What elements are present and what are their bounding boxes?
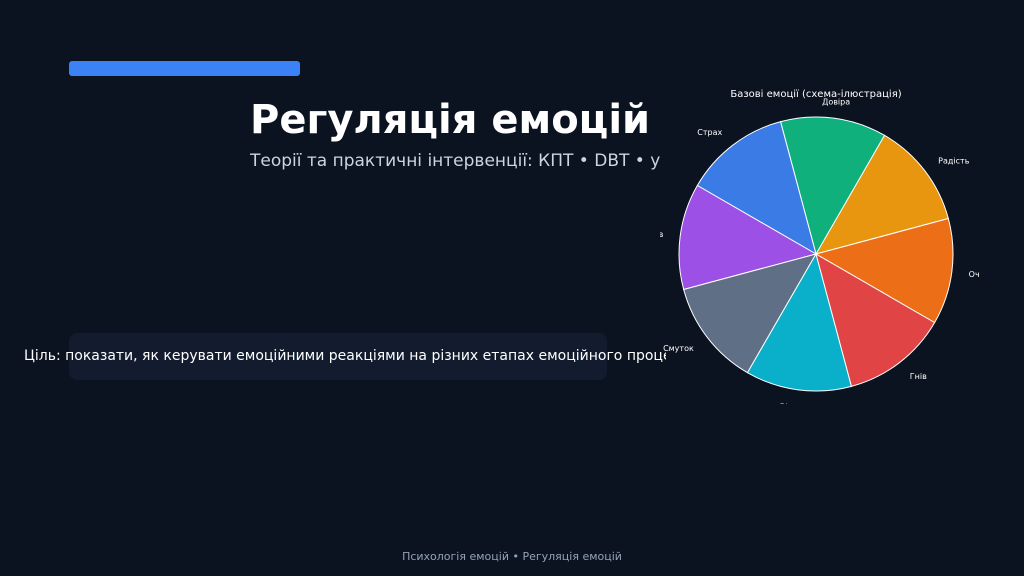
goal-text: Ціль: показати, як керувати емоційними р… — [24, 348, 666, 364]
pie-slices — [678, 116, 954, 392]
pie-label-5: Смуток — [663, 344, 694, 353]
pie-label-2: Довіра — [822, 97, 850, 106]
pie-slice-6 — [746, 252, 853, 392]
pie-slice-1 — [814, 134, 949, 255]
pie-label-7: Гнів — [910, 372, 927, 381]
pie-slice-8 — [814, 217, 954, 324]
goal-box — [69, 333, 607, 380]
pie-labels: Радість Довіра Страх Подив Смуток Відраза Гнів… — [660, 97, 980, 404]
pie-label-1: Радість — [938, 156, 970, 165]
pie-label-4: Подив — [660, 230, 664, 239]
slide-subtitle: Теорії та практичні інтервенції: КПТ • D… — [250, 151, 660, 171]
pie-label-8: Очікування — [969, 270, 980, 279]
pie-label-6: Відраза — [780, 403, 812, 404]
slide-title: Регуляція емоцій — [250, 97, 651, 143]
pie-slice-7 — [815, 252, 936, 387]
footer: Психологія емоцій • Регуляція емоцій — [402, 550, 622, 563]
pie-slice-2 — [779, 116, 886, 256]
accent-bar — [69, 61, 300, 76]
pie-slice-4 — [678, 184, 818, 291]
chart-title: Базові емоції (схема-ілюстрація) — [730, 88, 901, 100]
pie-slice-5 — [683, 253, 818, 374]
pie-slice-3 — [696, 121, 817, 256]
emotions-pie-chart: Базові емоції (схема-ілюстрація) Радість… — [660, 88, 980, 404]
pie-label-3: Страх — [697, 128, 722, 137]
